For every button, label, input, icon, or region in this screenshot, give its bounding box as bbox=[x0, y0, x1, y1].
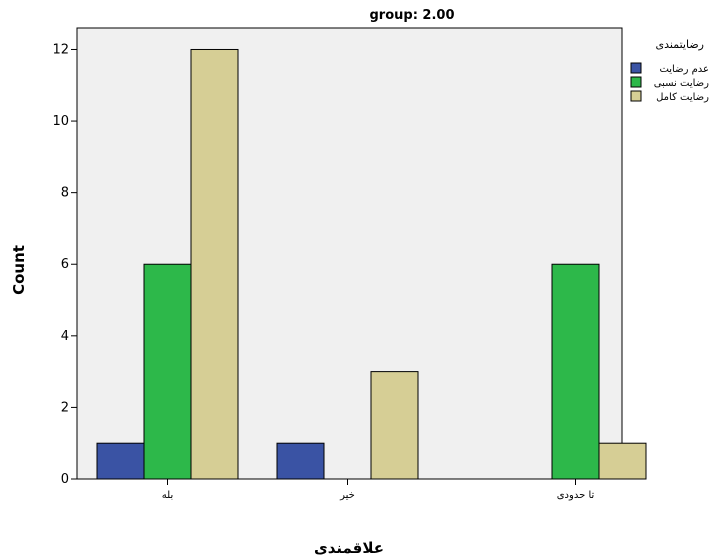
bars-group bbox=[96, 48, 647, 480]
bar bbox=[370, 371, 419, 480]
y-axis-title: Count bbox=[10, 245, 28, 295]
y-tick-label: 0 bbox=[61, 472, 69, 487]
bar bbox=[598, 442, 647, 480]
bar bbox=[190, 48, 239, 480]
y-tick-label: 4 bbox=[61, 329, 69, 344]
legend-title: رضایتمندی bbox=[656, 38, 704, 51]
bar bbox=[143, 263, 192, 480]
bar bbox=[551, 263, 600, 480]
x-category-label: خیر bbox=[339, 490, 355, 501]
y-axis: 0 2 4 6 8 10 12 bbox=[52, 42, 77, 487]
legend-label: رضایت نسبی bbox=[654, 78, 709, 89]
y-tick-label: 8 bbox=[61, 186, 69, 201]
legend-swatch bbox=[630, 90, 642, 102]
legend-swatch bbox=[630, 62, 642, 74]
x-category-label: بله bbox=[162, 490, 173, 501]
y-tick-label: 10 bbox=[52, 114, 69, 129]
y-tick-label: 2 bbox=[61, 400, 69, 415]
bar bbox=[96, 442, 145, 480]
chart-title: group: 2.00 bbox=[369, 8, 454, 23]
y-tick-label: 12 bbox=[52, 42, 69, 57]
bar bbox=[276, 442, 325, 480]
x-category-label: تا حدودی bbox=[557, 490, 595, 501]
legend-label: عدم رضایت bbox=[659, 64, 709, 75]
x-axis-title: علاقمندی bbox=[314, 539, 384, 557]
x-axis: بله خیر تا حدودی bbox=[162, 479, 595, 501]
y-tick-label: 6 bbox=[61, 257, 69, 272]
legend-label: رضایت کامل bbox=[656, 92, 709, 103]
legend-swatch bbox=[630, 76, 642, 88]
legend: رضایتمندی عدم رضایت رضایت نسبی رضایت کامل bbox=[630, 38, 709, 103]
